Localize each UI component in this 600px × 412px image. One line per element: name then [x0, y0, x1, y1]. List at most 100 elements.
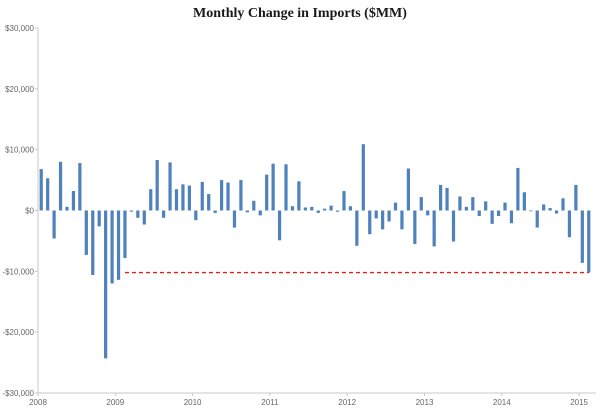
- bar: [194, 210, 198, 221]
- bar: [187, 185, 191, 211]
- bar: [136, 210, 140, 218]
- bar: [58, 161, 63, 211]
- bar: [200, 181, 204, 211]
- bar: [91, 210, 95, 275]
- bar: [116, 210, 121, 280]
- x-tick-label: 2011: [261, 398, 279, 407]
- bar: [252, 200, 256, 211]
- bar: [284, 164, 288, 211]
- bar: [484, 201, 488, 211]
- bar: [65, 206, 69, 211]
- bar: [503, 202, 507, 211]
- bar: [580, 210, 584, 263]
- bar: [52, 210, 56, 239]
- bar: [471, 197, 475, 211]
- bar: [561, 198, 565, 211]
- bar: [71, 191, 76, 211]
- bar: [548, 208, 552, 211]
- bar: [104, 210, 108, 359]
- bar: [381, 210, 385, 230]
- bar: [155, 160, 159, 211]
- bar: [316, 210, 320, 213]
- bar: [265, 174, 269, 211]
- bar: [129, 210, 134, 212]
- bar: [393, 202, 398, 211]
- bar: [290, 206, 295, 211]
- bar: [232, 210, 237, 228]
- bar: [587, 210, 591, 273]
- bar: [342, 191, 346, 211]
- bar: [78, 163, 82, 211]
- bar: [413, 210, 417, 244]
- y-tick-label: -$20,000: [2, 328, 34, 337]
- bar: [535, 210, 539, 228]
- bar: [123, 210, 127, 258]
- bar: [303, 207, 307, 211]
- y-tick-label: -$10,000: [2, 267, 34, 276]
- bar: [477, 210, 481, 216]
- bar: [522, 192, 526, 211]
- bar: [323, 208, 327, 211]
- bar: [554, 210, 559, 214]
- bar: [490, 210, 494, 224]
- bar: [39, 169, 43, 211]
- bar: [174, 189, 179, 211]
- bar: [426, 210, 430, 216]
- bar: [149, 189, 153, 211]
- y-tick-label: $20,000: [5, 85, 34, 94]
- bar: [529, 210, 533, 212]
- x-tick-label: 2013: [416, 398, 434, 407]
- bar: [406, 168, 411, 211]
- bar: [245, 210, 249, 213]
- bar: [574, 184, 578, 211]
- bar: [432, 210, 436, 247]
- bar: [400, 210, 404, 230]
- bar: [567, 210, 572, 238]
- y-tick-label: -$30,000: [2, 389, 34, 398]
- bar: [368, 210, 372, 235]
- chart-title: Monthly Change in Imports ($MM): [193, 6, 407, 21]
- x-tick-label: 2015: [570, 398, 588, 407]
- bar: [277, 210, 282, 241]
- x-tick-label: 2014: [493, 398, 511, 407]
- bar: [310, 206, 314, 211]
- bar: [451, 210, 456, 242]
- bar: [419, 197, 423, 211]
- bar: [458, 196, 462, 211]
- bar: [213, 210, 217, 213]
- bar: [516, 167, 520, 211]
- x-tick-label: 2012: [338, 398, 356, 407]
- y-tick-label: $10,000: [5, 146, 34, 155]
- bar: [162, 210, 166, 218]
- bar: [496, 210, 501, 216]
- bar: [207, 194, 211, 211]
- bar: [258, 210, 262, 216]
- bar: [239, 180, 243, 211]
- bar: [464, 206, 468, 211]
- y-tick-label: $30,000: [5, 24, 34, 33]
- bar: [335, 210, 340, 212]
- bar: [142, 210, 146, 225]
- bar: [226, 182, 230, 211]
- bar: [110, 210, 114, 284]
- bar: [271, 163, 275, 211]
- bar: [509, 210, 514, 224]
- x-tick-label: 2008: [29, 398, 47, 407]
- bar: [438, 184, 443, 211]
- x-tick-label: 2009: [106, 398, 124, 407]
- bar: [219, 180, 224, 211]
- y-tick-label: $0: [25, 207, 34, 216]
- bar: [297, 181, 301, 211]
- bar: [542, 204, 546, 211]
- bar: [348, 206, 353, 211]
- bar: [84, 210, 88, 255]
- bar: [387, 210, 391, 222]
- x-tick-label: 2010: [184, 398, 202, 407]
- bar: [97, 210, 101, 227]
- bar: [329, 205, 333, 211]
- bar: [181, 184, 185, 211]
- bar: [445, 187, 449, 211]
- bar: [361, 144, 365, 211]
- bar: [374, 210, 378, 219]
